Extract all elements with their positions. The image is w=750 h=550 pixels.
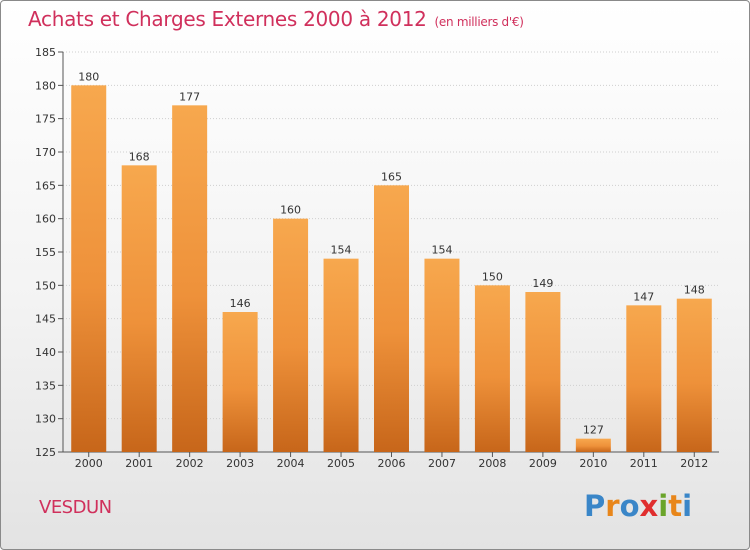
- logo-letter: P: [584, 489, 606, 523]
- x-tick-label: 2011: [630, 457, 658, 470]
- bar-2002: [172, 105, 208, 452]
- bar-value-label: 154: [431, 244, 452, 257]
- x-tick-label: 2009: [529, 457, 557, 470]
- chart-title: Achats et Charges Externes 2000 à 2012 (e…: [28, 7, 524, 31]
- logo-letter: t: [668, 489, 683, 523]
- y-tick-label: 145: [35, 313, 56, 326]
- bar-2006: [374, 185, 409, 453]
- x-tick-label: 2003: [226, 457, 254, 470]
- y-tick-label: 180: [35, 79, 56, 92]
- logo-letter: i: [658, 489, 669, 523]
- y-tick-label: 170: [35, 146, 56, 159]
- bar-value-label: 147: [633, 290, 654, 303]
- bar-2005: [323, 258, 359, 452]
- bar-2008: [474, 285, 510, 452]
- y-tick-label: 140: [35, 346, 56, 359]
- bar-value-label: 177: [179, 90, 200, 103]
- bar-value-label: 154: [331, 244, 352, 257]
- bar-2003: [222, 312, 258, 452]
- y-tick-label: 165: [35, 179, 56, 192]
- bar-2011: [626, 305, 662, 452]
- y-tick-label: 150: [35, 279, 56, 292]
- x-tick-label: 2002: [176, 457, 204, 470]
- x-tick-label: 2006: [378, 457, 406, 470]
- logo-letter: r: [605, 489, 620, 523]
- y-tick-label: 160: [35, 213, 56, 226]
- bar-2001: [121, 165, 157, 453]
- bar-value-label: 150: [482, 270, 503, 283]
- x-tick-label: 2005: [327, 457, 355, 470]
- bar-value-label: 180: [78, 70, 99, 83]
- y-tick-label: 185: [35, 46, 56, 59]
- x-tick-label: 2008: [478, 457, 506, 470]
- bar-value-label: 165: [381, 170, 402, 183]
- bar-2007: [424, 258, 460, 452]
- bar-2012: [676, 298, 712, 452]
- x-tick-label: 2012: [680, 457, 708, 470]
- x-tick-label: 2000: [75, 457, 103, 470]
- logo-letter: i: [682, 489, 693, 523]
- y-tick-label: 125: [35, 446, 56, 459]
- bar-2000: [71, 85, 107, 452]
- bar-value-label: 160: [280, 204, 301, 217]
- bar-value-label: 127: [583, 424, 604, 437]
- bar-2010: [575, 438, 611, 452]
- logo-letter: x: [639, 489, 659, 523]
- proxiti-logo[interactable]: Proxiti: [584, 489, 692, 523]
- bar-2009: [525, 292, 561, 452]
- x-tick-label: 2004: [277, 457, 305, 470]
- y-tick-label: 135: [35, 379, 56, 392]
- chart-title-text: Achats et Charges Externes 2000 à 2012: [28, 7, 427, 31]
- x-tick-label: 2001: [125, 457, 153, 470]
- y-tick-label: 130: [35, 413, 56, 426]
- y-tick-label: 155: [35, 246, 56, 259]
- logo-letter: o: [619, 489, 640, 523]
- bar-value-label: 148: [684, 284, 705, 297]
- chart-unit: (en milliers d'€): [434, 15, 524, 29]
- bar-value-label: 149: [532, 277, 553, 290]
- bar-2004: [273, 218, 309, 452]
- commune-name: VESDUN: [39, 497, 112, 518]
- bar-value-label: 146: [230, 297, 251, 310]
- bar-value-label: 168: [129, 150, 150, 163]
- y-tick-label: 175: [35, 113, 56, 126]
- x-tick-label: 2007: [428, 457, 456, 470]
- x-tick-label: 2010: [579, 457, 607, 470]
